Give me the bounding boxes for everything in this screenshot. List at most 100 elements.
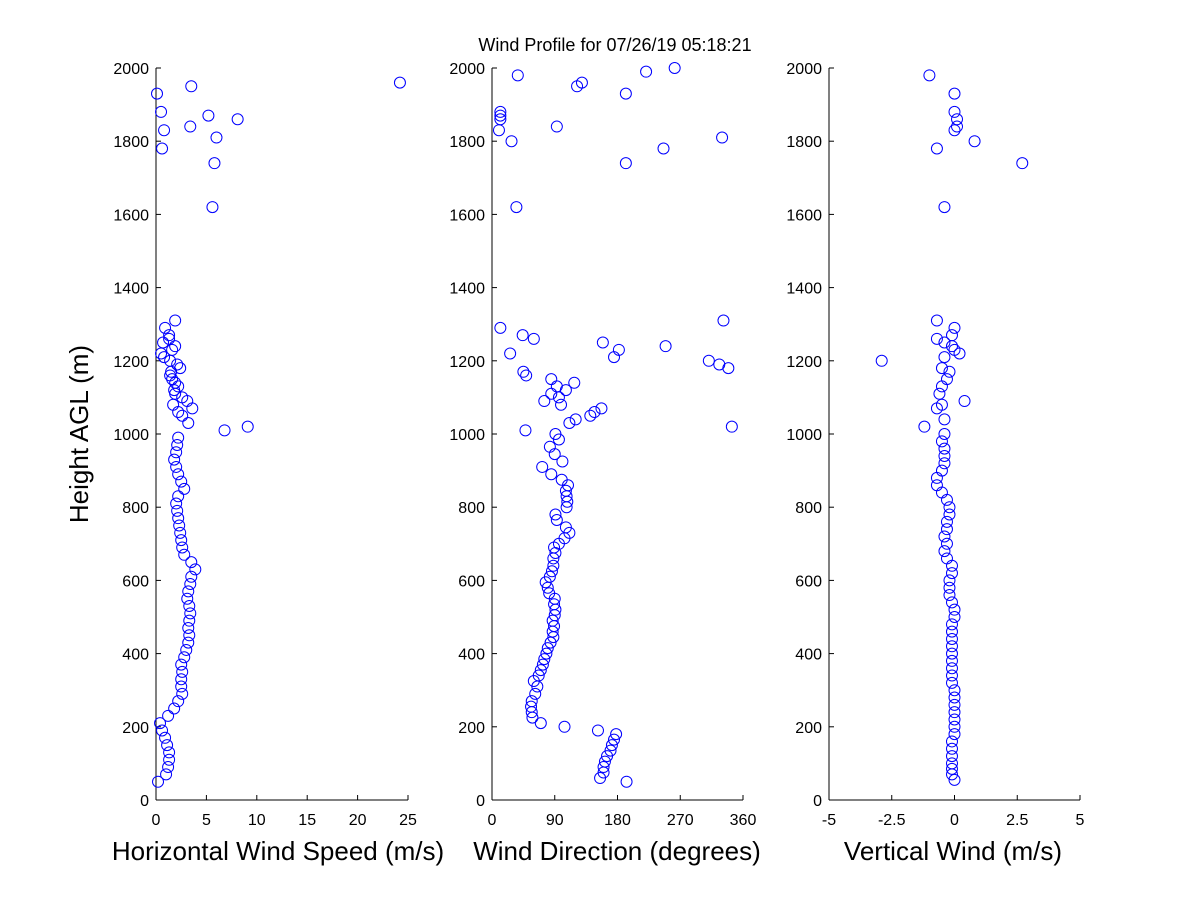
data-point-horizontal-wind-speed bbox=[156, 142, 169, 155]
data-point-horizontal-wind-speed bbox=[185, 80, 198, 93]
y-tick-label: 1400 bbox=[786, 281, 822, 298]
data-point-wind-direction bbox=[595, 402, 608, 415]
data-point-vertical-wind bbox=[940, 552, 953, 565]
panel-horizontal-wind-speed: Horizontal Wind Speed (m/s) 020040060080… bbox=[112, 61, 444, 866]
data-point-horizontal-wind-speed bbox=[185, 570, 198, 583]
data-point-vertical-wind bbox=[945, 654, 958, 667]
data-point-horizontal-wind-speed bbox=[155, 105, 168, 118]
data-point-horizontal-wind-speed bbox=[241, 420, 254, 433]
data-point-horizontal-wind-speed bbox=[176, 541, 189, 554]
data-point-wind-direction bbox=[608, 351, 621, 364]
data-point-horizontal-wind-speed bbox=[162, 761, 175, 774]
x-tick-label: 0 bbox=[950, 812, 959, 829]
data-point-vertical-wind bbox=[951, 120, 964, 133]
data-point-wind-direction bbox=[504, 347, 517, 360]
data-point-wind-direction bbox=[546, 614, 559, 627]
y-tick-label: 600 bbox=[122, 573, 149, 590]
data-point-vertical-wind bbox=[948, 603, 961, 616]
y-tick-label: 1000 bbox=[786, 427, 822, 444]
data-point-vertical-wind bbox=[945, 567, 958, 580]
data-point-wind-direction bbox=[536, 658, 549, 671]
data-point-horizontal-wind-speed bbox=[218, 424, 231, 437]
data-point-wind-direction bbox=[519, 424, 532, 437]
data-point-vertical-wind bbox=[948, 611, 961, 623]
x-axis-label-horizontal-wind-speed: Horizontal Wind Speed (m/s) bbox=[112, 836, 444, 866]
data-point-horizontal-wind-speed bbox=[175, 680, 188, 693]
data-point-vertical-wind bbox=[940, 373, 953, 386]
data-point-vertical-wind bbox=[943, 365, 956, 378]
data-point-wind-direction bbox=[657, 142, 670, 155]
data-point-wind-direction bbox=[550, 514, 563, 527]
data-point-horizontal-wind-speed bbox=[184, 607, 197, 620]
data-point-vertical-wind bbox=[938, 428, 951, 440]
data-point-wind-direction bbox=[598, 755, 611, 768]
data-point-vertical-wind bbox=[945, 676, 958, 689]
x-tick-label: 5 bbox=[202, 812, 211, 829]
data-point-horizontal-wind-speed bbox=[231, 113, 244, 126]
data-point-vertical-wind bbox=[948, 706, 961, 719]
data-point-wind-direction bbox=[610, 728, 623, 741]
data-point-horizontal-wind-speed bbox=[152, 775, 165, 788]
data-point-vertical-wind bbox=[930, 314, 943, 327]
y-tick-label: 1600 bbox=[449, 207, 485, 224]
data-point-wind-direction bbox=[604, 744, 617, 757]
data-point-vertical-wind bbox=[945, 669, 958, 682]
data-point-horizontal-wind-speed bbox=[183, 600, 196, 613]
data-point-horizontal-wind-speed bbox=[393, 76, 406, 89]
data-point-horizontal-wind-speed bbox=[171, 358, 184, 371]
data-point-wind-direction bbox=[548, 598, 561, 611]
data-point-horizontal-wind-speed bbox=[175, 534, 188, 547]
data-point-horizontal-wind-speed bbox=[178, 651, 191, 664]
data-point-horizontal-wind-speed bbox=[163, 746, 176, 759]
data-point-vertical-wind bbox=[943, 581, 956, 594]
x-tick-label: 360 bbox=[730, 812, 757, 829]
data-point-vertical-wind bbox=[948, 124, 961, 137]
data-point-vertical-wind bbox=[923, 69, 936, 82]
data-point-horizontal-wind-speed bbox=[182, 417, 195, 430]
figure-title: Wind Profile for 07/26/19 05:18:21 bbox=[478, 35, 751, 55]
data-point-wind-direction bbox=[532, 669, 545, 682]
data-point-vertical-wind bbox=[930, 332, 943, 345]
data-point-horizontal-wind-speed bbox=[156, 724, 169, 737]
data-point-wind-direction bbox=[517, 365, 530, 378]
data-point-wind-direction bbox=[510, 201, 523, 214]
y-tick-label: 1600 bbox=[786, 207, 822, 224]
x-tick-label: 270 bbox=[667, 812, 694, 829]
data-point-horizontal-wind-speed bbox=[172, 695, 185, 708]
data-point-wind-direction bbox=[536, 460, 549, 473]
data-point-wind-direction bbox=[543, 440, 556, 453]
data-point-wind-direction bbox=[543, 587, 556, 600]
data-point-wind-direction bbox=[545, 373, 558, 386]
data-point-wind-direction bbox=[605, 739, 618, 752]
data-point-vertical-wind bbox=[951, 113, 964, 126]
data-point-vertical-wind bbox=[935, 464, 948, 477]
x-tick-label: 90 bbox=[546, 812, 564, 829]
y-tick-label: 1800 bbox=[786, 134, 822, 151]
data-point-vertical-wind bbox=[945, 596, 958, 609]
x-axis-label-vertical-wind: Vertical Wind (m/s) bbox=[844, 836, 1062, 866]
y-tick-label: 1200 bbox=[113, 354, 149, 371]
data-point-vertical-wind bbox=[933, 387, 946, 400]
data-point-vertical-wind bbox=[948, 728, 961, 741]
y-tick-label: 0 bbox=[476, 793, 485, 810]
data-point-vertical-wind bbox=[945, 750, 958, 763]
data-point-horizontal-wind-speed bbox=[182, 636, 195, 649]
y-axis-label: Height AGL (m) bbox=[64, 345, 94, 523]
data-point-wind-direction bbox=[538, 653, 551, 666]
data-point-vertical-wind bbox=[938, 449, 951, 462]
data-point-vertical-wind bbox=[948, 321, 961, 334]
data-point-wind-direction bbox=[525, 695, 538, 708]
data-point-horizontal-wind-speed bbox=[168, 453, 181, 466]
data-point-wind-direction bbox=[549, 508, 562, 521]
data-point-vertical-wind bbox=[938, 442, 951, 455]
data-point-vertical-wind bbox=[938, 336, 951, 349]
data-point-vertical-wind bbox=[930, 142, 943, 155]
data-point-wind-direction bbox=[516, 329, 529, 342]
data-point-horizontal-wind-speed bbox=[154, 717, 167, 730]
x-tick-label: -5 bbox=[822, 812, 836, 829]
data-point-wind-direction bbox=[525, 700, 538, 713]
data-point-vertical-wind bbox=[945, 632, 958, 645]
data-point-wind-direction bbox=[556, 455, 569, 468]
data-point-horizontal-wind-speed bbox=[163, 332, 176, 345]
x-tick-label: 2.5 bbox=[1006, 812, 1028, 829]
